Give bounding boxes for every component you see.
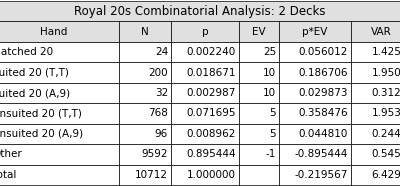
Text: 5: 5 xyxy=(269,129,276,139)
Text: 0.2442: 0.2442 xyxy=(372,129,400,139)
Text: -0.895444: -0.895444 xyxy=(295,149,348,159)
Bar xyxy=(351,21,400,42)
Bar xyxy=(239,83,279,103)
Bar xyxy=(279,165,351,185)
Bar xyxy=(171,83,239,103)
Text: -0.219567: -0.219567 xyxy=(295,170,348,180)
Text: 0.002987: 0.002987 xyxy=(187,88,236,98)
Bar xyxy=(0,144,119,165)
Bar xyxy=(0,103,119,124)
Text: EV: EV xyxy=(252,27,266,37)
Bar xyxy=(0,83,119,103)
Bar xyxy=(119,144,171,165)
Bar xyxy=(351,103,400,124)
Text: 0.056012: 0.056012 xyxy=(299,47,348,57)
Text: 0.002240: 0.002240 xyxy=(187,47,236,57)
Text: -1: -1 xyxy=(266,149,276,159)
Bar xyxy=(351,144,400,165)
Bar xyxy=(279,62,351,83)
Text: p*EV: p*EV xyxy=(302,27,328,37)
Bar xyxy=(171,165,239,185)
Bar xyxy=(119,103,171,124)
Text: 96: 96 xyxy=(155,129,168,139)
Bar xyxy=(351,42,400,62)
Bar xyxy=(279,42,351,62)
Bar xyxy=(279,103,351,124)
Text: Suited 20 (T,T): Suited 20 (T,T) xyxy=(0,68,69,78)
Text: 0.3120: 0.3120 xyxy=(372,88,400,98)
Bar xyxy=(279,124,351,144)
Bar xyxy=(239,42,279,62)
Bar xyxy=(351,62,400,83)
Bar xyxy=(0,42,119,62)
Text: 0.018671: 0.018671 xyxy=(186,68,236,78)
Text: 0.071695: 0.071695 xyxy=(186,108,236,118)
Bar xyxy=(351,83,400,103)
Bar xyxy=(0,1,400,21)
Text: Royal 20s Combinatorial Analysis: 2 Decks: Royal 20s Combinatorial Analysis: 2 Deck… xyxy=(74,5,326,18)
Text: p: p xyxy=(202,27,208,37)
Text: 0.895444: 0.895444 xyxy=(186,149,236,159)
Text: N: N xyxy=(141,27,149,37)
Text: 0.029873: 0.029873 xyxy=(298,88,348,98)
Text: 32: 32 xyxy=(155,88,168,98)
Bar xyxy=(171,21,239,42)
Text: Hand: Hand xyxy=(40,27,68,37)
Text: Suited 20 (A,9): Suited 20 (A,9) xyxy=(0,88,70,98)
Bar xyxy=(119,124,171,144)
Bar xyxy=(279,144,351,165)
Bar xyxy=(239,144,279,165)
Text: 1.000000: 1.000000 xyxy=(187,170,236,180)
Bar xyxy=(119,21,171,42)
Bar xyxy=(351,124,400,144)
Bar xyxy=(119,165,171,185)
Text: 10712: 10712 xyxy=(135,170,168,180)
Text: 0.008962: 0.008962 xyxy=(187,129,236,139)
Text: 6.4298: 6.4298 xyxy=(372,170,400,180)
Bar xyxy=(119,42,171,62)
Text: 24: 24 xyxy=(155,47,168,57)
Bar xyxy=(351,165,400,185)
Text: Unsuited 20 (A,9): Unsuited 20 (A,9) xyxy=(0,129,83,139)
Bar xyxy=(171,103,239,124)
Text: 10: 10 xyxy=(263,88,276,98)
Text: 0.044810: 0.044810 xyxy=(299,129,348,139)
Bar xyxy=(239,165,279,185)
Bar xyxy=(171,144,239,165)
Bar xyxy=(171,124,239,144)
Bar xyxy=(171,42,239,62)
Bar xyxy=(0,165,119,185)
Text: Total: Total xyxy=(0,170,16,180)
Bar xyxy=(0,124,119,144)
Text: 1.9533: 1.9533 xyxy=(372,108,400,118)
Text: 9592: 9592 xyxy=(142,149,168,159)
Bar xyxy=(279,21,351,42)
Text: VAR: VAR xyxy=(371,27,391,37)
Text: 1.4250: 1.4250 xyxy=(372,47,400,57)
Text: 0.186706: 0.186706 xyxy=(298,68,348,78)
Bar xyxy=(239,103,279,124)
Text: 768: 768 xyxy=(148,108,168,118)
Text: 1.9500: 1.9500 xyxy=(372,68,400,78)
Text: Other: Other xyxy=(0,149,22,159)
Text: 5: 5 xyxy=(269,108,276,118)
Text: 200: 200 xyxy=(148,68,168,78)
Bar xyxy=(171,62,239,83)
Bar xyxy=(239,124,279,144)
Bar xyxy=(119,62,171,83)
Text: 10: 10 xyxy=(263,68,276,78)
Text: 0.358476: 0.358476 xyxy=(298,108,348,118)
Text: 0.5454: 0.5454 xyxy=(372,149,400,159)
Bar xyxy=(279,83,351,103)
Bar xyxy=(239,62,279,83)
Bar xyxy=(119,83,171,103)
Bar xyxy=(239,21,279,42)
Bar xyxy=(0,62,119,83)
Bar xyxy=(0,21,119,42)
Text: Matched 20: Matched 20 xyxy=(0,47,53,57)
Text: 25: 25 xyxy=(263,47,276,57)
Text: Unsuited 20 (T,T): Unsuited 20 (T,T) xyxy=(0,108,82,118)
